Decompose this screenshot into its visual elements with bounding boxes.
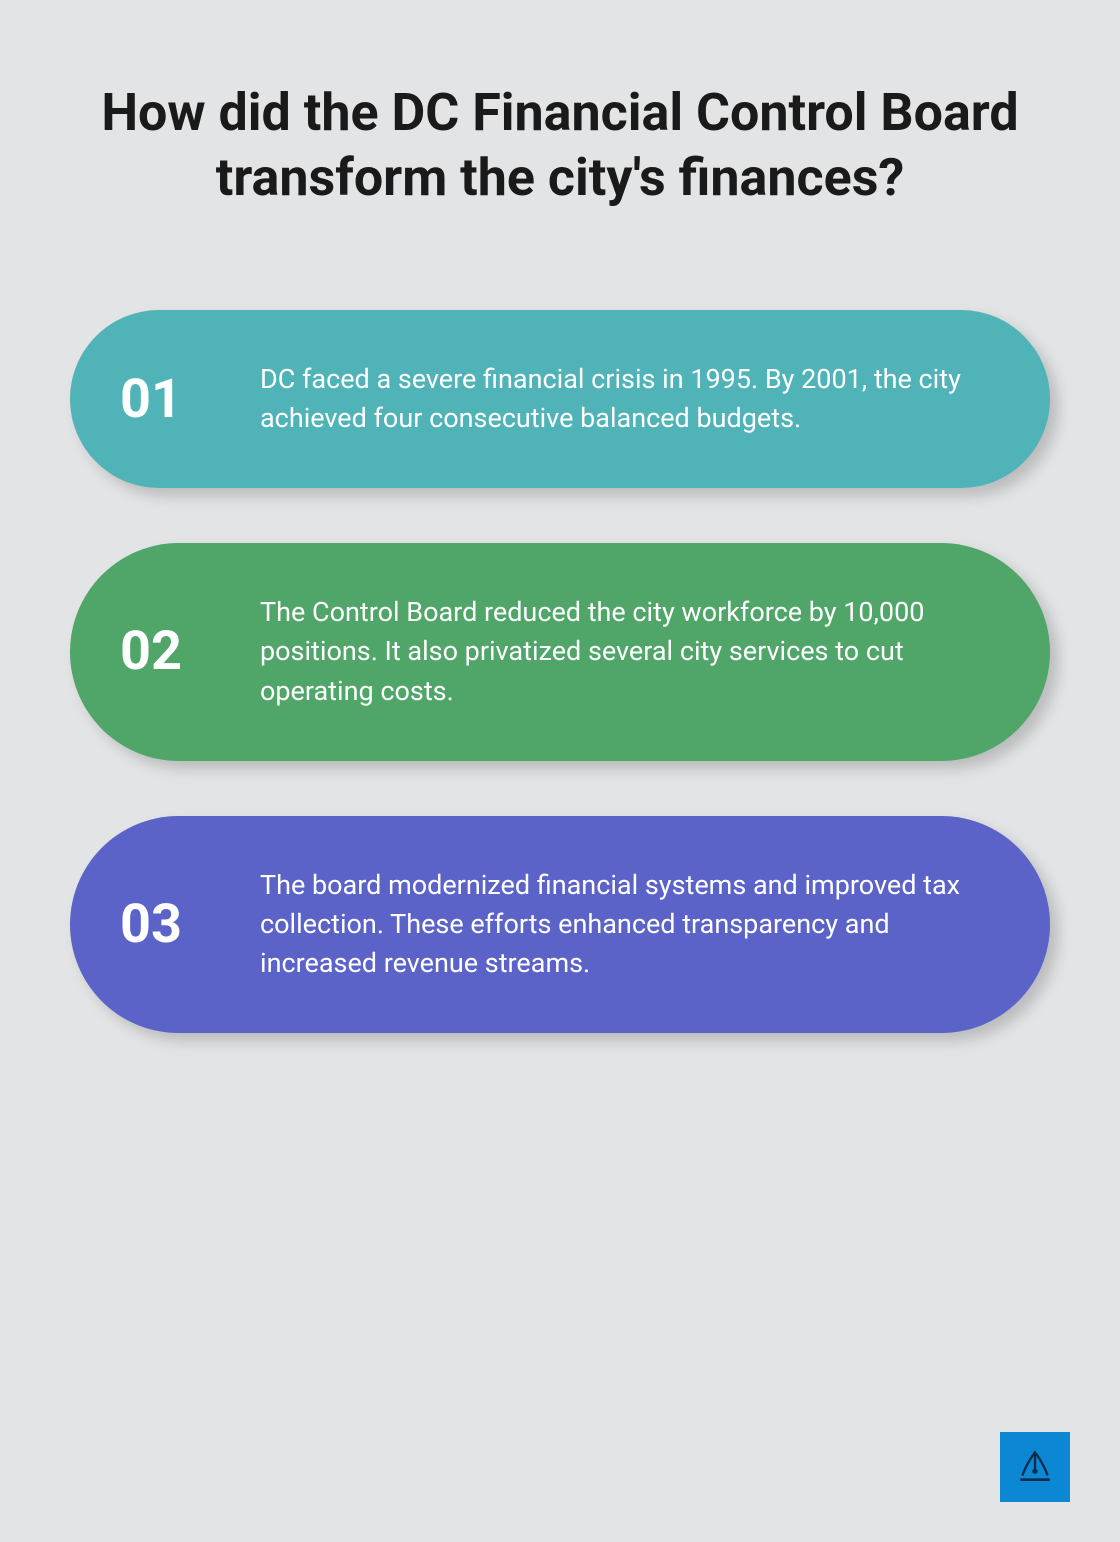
card-text: The board modernized financial systems a… (260, 866, 980, 983)
logo-badge (1000, 1432, 1070, 1502)
card-02: 02 The Control Board reduced the city wo… (70, 543, 1050, 760)
page-title: How did the DC Financial Control Board t… (70, 80, 1050, 210)
card-number: 02 (120, 620, 230, 683)
cards-list: 01 DC faced a severe financial crisis in… (70, 310, 1050, 1033)
card-03: 03 The board modernized financial system… (70, 816, 1050, 1033)
pen-nib-icon (1014, 1444, 1056, 1490)
infographic-container: How did the DC Financial Control Board t… (0, 0, 1120, 1033)
card-text: The Control Board reduced the city workf… (260, 593, 980, 710)
card-01: 01 DC faced a severe financial crisis in… (70, 310, 1050, 488)
card-number: 01 (120, 368, 230, 431)
card-number: 03 (120, 893, 230, 956)
card-text: DC faced a severe financial crisis in 19… (260, 360, 980, 438)
